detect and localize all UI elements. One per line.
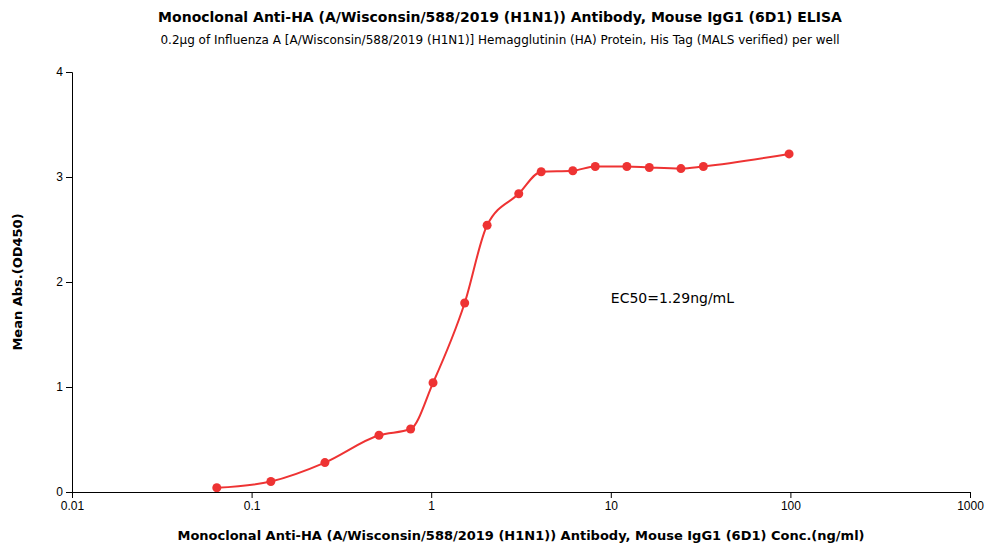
tick-mark bbox=[431, 492, 432, 498]
x-axis: 0.01 0.1 1 10 100 1000 bbox=[61, 492, 984, 513]
x-axis-title: Monoclonal Anti-HA (A/Wisconsin/588/2019… bbox=[177, 528, 864, 543]
y-axis: 0 1 2 3 4 bbox=[56, 65, 72, 499]
title: Monoclonal Anti-HA (A/Wisconsin/588/2019… bbox=[158, 9, 842, 25]
tick: 1 bbox=[428, 492, 435, 513]
tick-label: 3 bbox=[56, 170, 63, 184]
tick-mark bbox=[66, 177, 72, 178]
tick: 0 bbox=[56, 485, 72, 499]
annotation: EC50=1.29ng/mL bbox=[611, 290, 734, 306]
point bbox=[537, 167, 546, 176]
tick: 10 bbox=[605, 492, 619, 513]
tick: 2 bbox=[56, 275, 72, 289]
line bbox=[217, 154, 789, 488]
point bbox=[406, 425, 415, 434]
point bbox=[429, 378, 438, 387]
point bbox=[676, 164, 685, 173]
point bbox=[374, 431, 383, 440]
point bbox=[266, 477, 275, 486]
subtitle: 0.2μg of Influenza A [A/Wisconsin/588/20… bbox=[160, 33, 839, 47]
tick-mark bbox=[611, 492, 612, 498]
point bbox=[591, 162, 600, 171]
point bbox=[212, 483, 221, 492]
tick-label: 1000 bbox=[957, 499, 984, 513]
tick-label: 100 bbox=[781, 499, 801, 513]
tick-label: 1 bbox=[428, 499, 435, 513]
tick: 3 bbox=[56, 170, 72, 184]
tick-mark bbox=[252, 492, 253, 498]
y-axis-title: Mean Abs.(OD450) bbox=[10, 213, 25, 350]
tick-mark bbox=[790, 492, 791, 498]
point bbox=[622, 162, 631, 171]
tick-label: 2 bbox=[56, 275, 63, 289]
tick-mark bbox=[970, 492, 971, 498]
tick: 100 bbox=[781, 492, 801, 513]
tick-mark bbox=[66, 492, 72, 493]
point bbox=[460, 299, 469, 308]
point bbox=[785, 149, 794, 158]
marks bbox=[212, 149, 793, 492]
axis-line bbox=[66, 73, 73, 493]
tick: 0.01 bbox=[61, 492, 85, 513]
chart: Monoclonal Anti-HA (A/Wisconsin/588/2019… bbox=[0, 0, 1000, 554]
axis-line bbox=[73, 493, 971, 499]
tick-label: 0 bbox=[56, 485, 63, 499]
point bbox=[483, 221, 492, 230]
point bbox=[320, 458, 329, 467]
tick-mark bbox=[66, 387, 72, 388]
point bbox=[645, 163, 654, 172]
point bbox=[568, 166, 577, 175]
tick-label: 0.01 bbox=[61, 499, 85, 513]
tick: 1000 bbox=[957, 492, 984, 513]
tick-label: 4 bbox=[56, 65, 63, 79]
tick-label: 10 bbox=[605, 499, 619, 513]
tick: 4 bbox=[56, 65, 72, 79]
tick: 0.1 bbox=[244, 492, 261, 513]
plot-area: 0.01 0.1 1 10 100 1000 0 1 2 3 4 EC50=1.29ng/mL bbox=[56, 65, 984, 512]
tick-label: 0.1 bbox=[244, 499, 261, 513]
tick-mark bbox=[66, 282, 72, 283]
tick-label: 1 bbox=[56, 380, 63, 394]
tick-mark bbox=[66, 72, 72, 73]
point bbox=[699, 162, 708, 171]
tick: 1 bbox=[56, 380, 72, 394]
point bbox=[514, 189, 523, 198]
